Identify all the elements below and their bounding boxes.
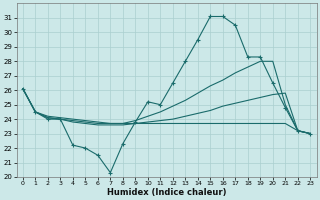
X-axis label: Humidex (Indice chaleur): Humidex (Indice chaleur) xyxy=(107,188,226,197)
